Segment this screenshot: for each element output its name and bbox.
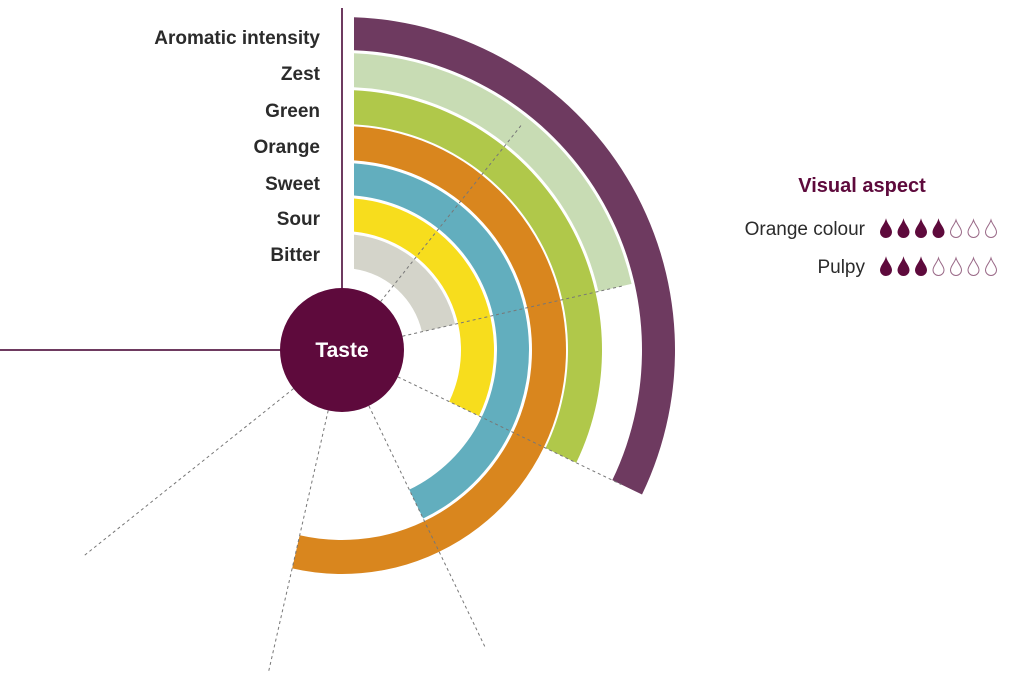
scale-divider-line — [368, 405, 486, 648]
visual-aspect-label: Pulpy — [817, 257, 865, 278]
drop-empty-icon — [984, 256, 998, 276]
drop-filled-icon — [897, 218, 910, 238]
category-label: Sweet — [265, 174, 321, 195]
arc-orange — [292, 126, 566, 575]
center-circle — [280, 288, 404, 412]
category-label: Aromatic intensity — [154, 28, 320, 49]
visual-aspect-title: Visual aspect — [798, 175, 926, 197]
drop-filled-icon — [932, 218, 945, 238]
arc-sweet — [354, 163, 530, 519]
scale-divider-line — [83, 388, 294, 557]
arc-green — [354, 90, 602, 463]
drop-filled-icon — [879, 218, 893, 238]
drop-filled-icon — [914, 218, 928, 238]
arc-sour — [354, 198, 494, 416]
scale-divider-line — [397, 376, 622, 485]
drop-empty-icon — [949, 256, 963, 276]
arc-zest — [354, 53, 632, 292]
category-label: Zest — [281, 64, 321, 85]
drop-filled-icon — [897, 256, 910, 276]
category-label: Sour — [277, 209, 321, 230]
drop-empty-icon — [984, 218, 998, 238]
drop-filled-icon — [879, 256, 893, 276]
center-label: Taste — [315, 339, 368, 362]
drop-filled-icon — [914, 256, 928, 276]
drop-empty-icon — [932, 256, 945, 276]
category-label: Green — [265, 101, 320, 122]
scale-divider-line — [402, 284, 625, 337]
scale-divider-line — [268, 410, 329, 672]
arc-aromatic-intensity — [354, 17, 675, 495]
category-label: Bitter — [270, 245, 320, 266]
drop-empty-icon — [949, 218, 963, 238]
drop-empty-icon — [967, 218, 980, 238]
drop-empty-icon — [967, 256, 980, 276]
scale-divider-line — [380, 122, 524, 302]
arc-bitter — [354, 234, 456, 332]
category-label: Orange — [253, 137, 320, 158]
visual-aspect-label: Orange colour — [745, 219, 866, 240]
